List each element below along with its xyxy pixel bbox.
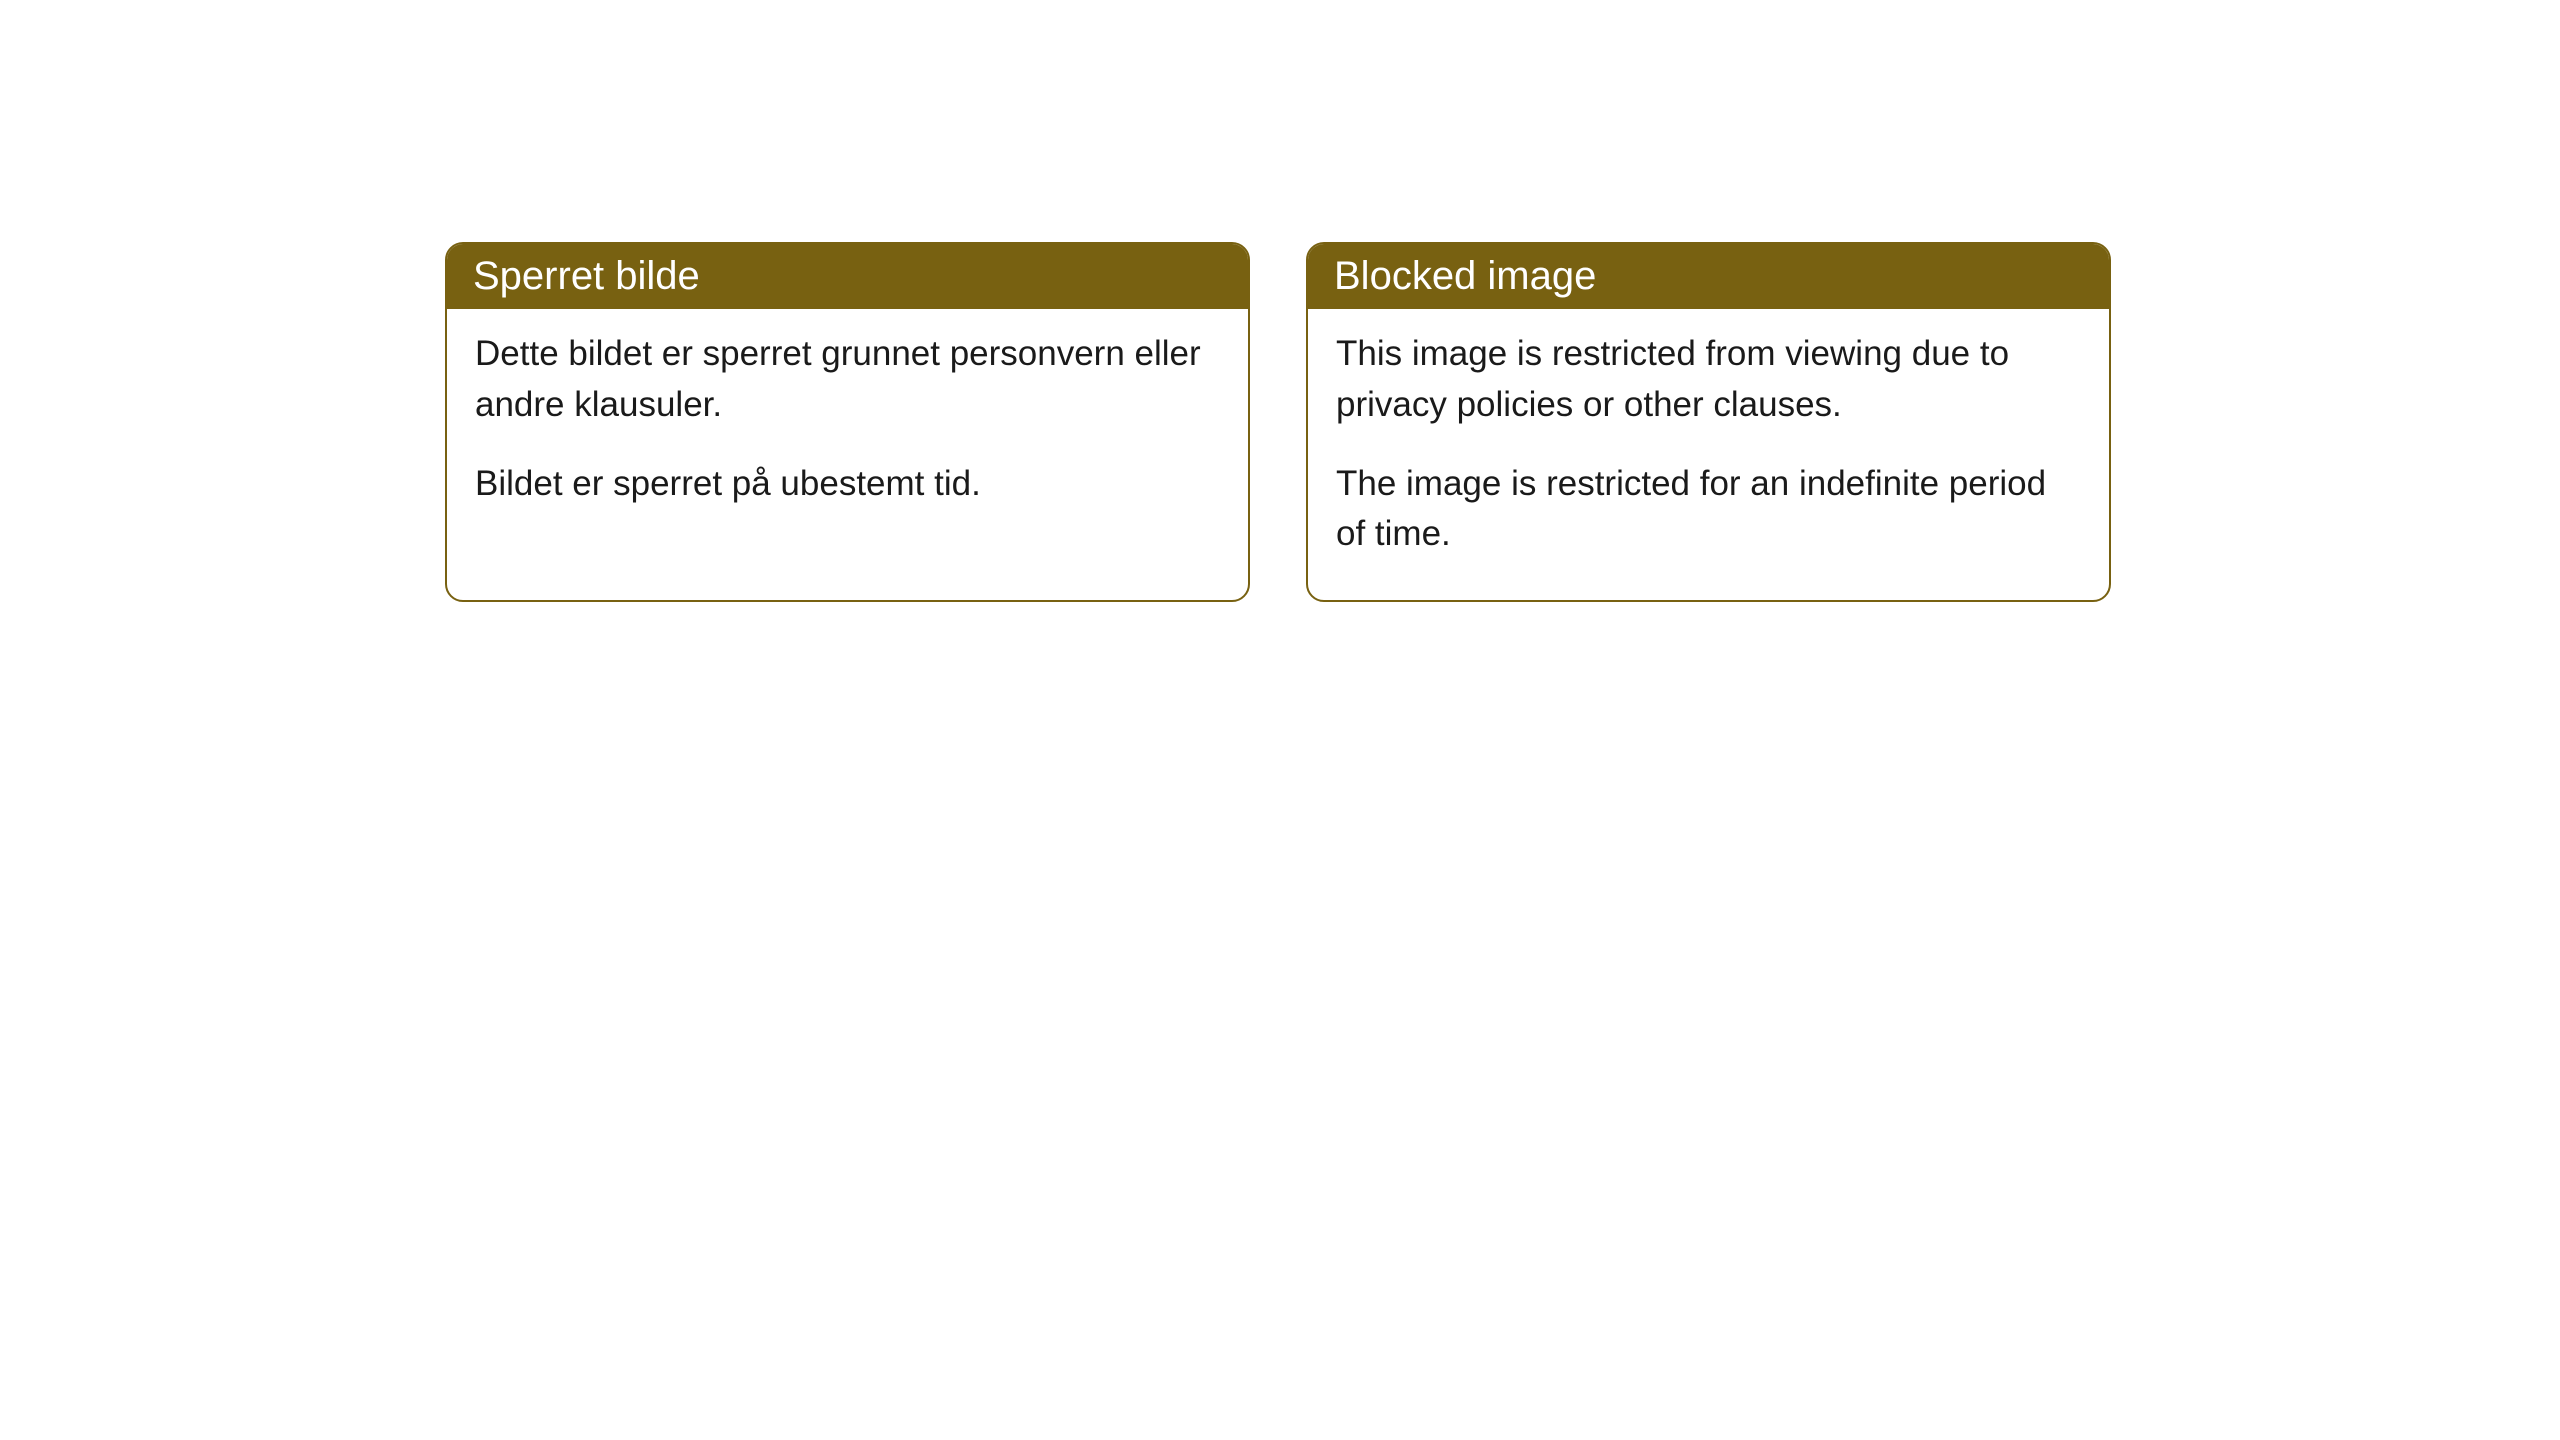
notice-text-norwegian-2: Bildet er sperret på ubestemt tid. (475, 459, 1220, 510)
card-header-english: Blocked image (1308, 244, 2109, 309)
card-body-norwegian: Dette bildet er sperret grunnet personve… (447, 309, 1248, 549)
card-body-english: This image is restricted from viewing du… (1308, 309, 2109, 600)
notice-container: Sperret bilde Dette bildet er sperret gr… (0, 0, 2560, 602)
notice-text-norwegian-1: Dette bildet er sperret grunnet personve… (475, 329, 1220, 431)
notice-text-english-1: This image is restricted from viewing du… (1336, 329, 2081, 431)
card-header-norwegian: Sperret bilde (447, 244, 1248, 309)
blocked-image-card-english: Blocked image This image is restricted f… (1306, 242, 2111, 602)
notice-text-english-2: The image is restricted for an indefinit… (1336, 459, 2081, 561)
blocked-image-card-norwegian: Sperret bilde Dette bildet er sperret gr… (445, 242, 1250, 602)
